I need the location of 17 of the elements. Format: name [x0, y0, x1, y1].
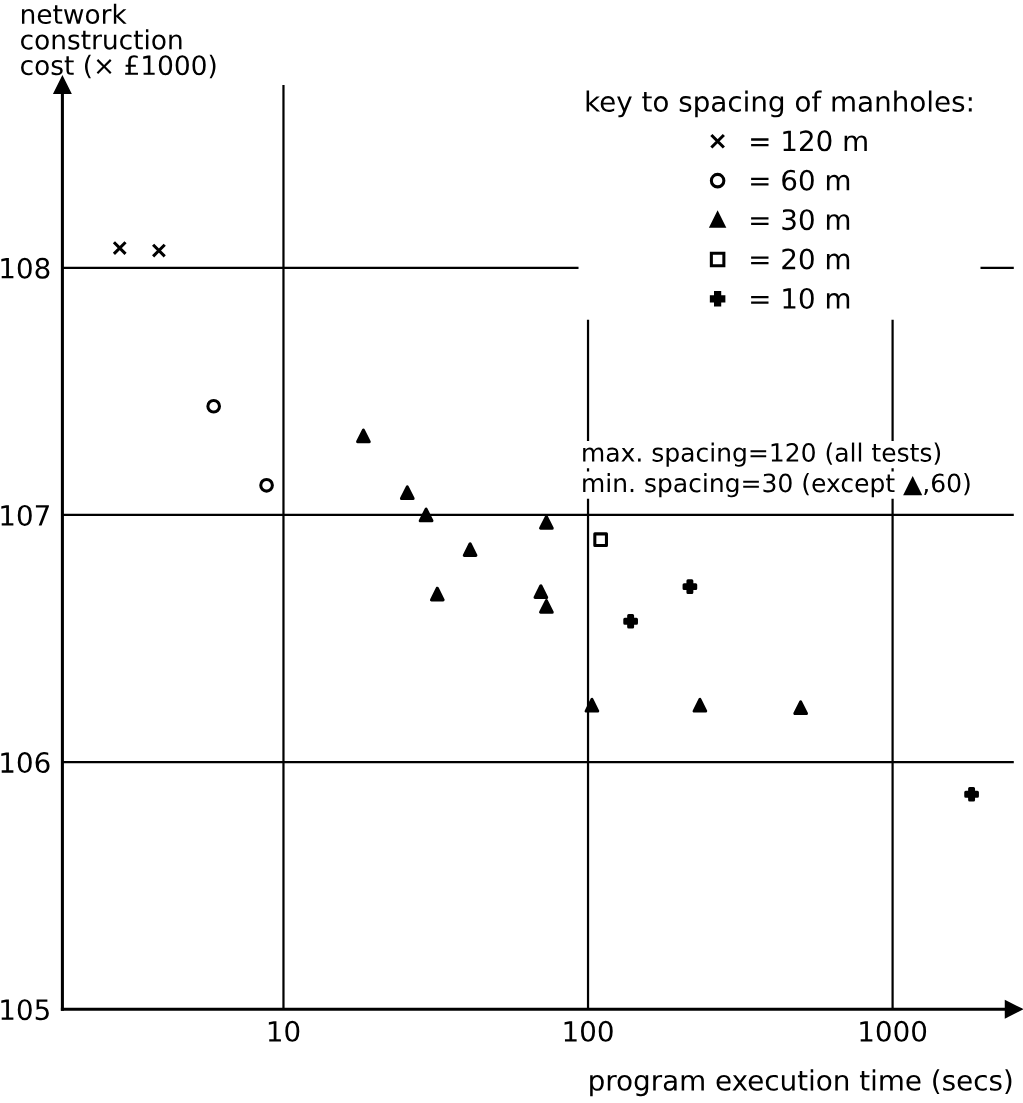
x-tick-label: 1000 — [860, 1020, 927, 1042]
legend-label: = 10 m — [751, 287, 850, 309]
legend-title: key to spacing of manholes: — [586, 90, 972, 118]
annotation: min. spacing=30 (except ▲,60) — [583, 473, 970, 498]
x-tick-label: 100 — [564, 1020, 613, 1042]
x-tick-label: 10 — [268, 1020, 300, 1042]
y-tick-label: 108 — [1, 257, 50, 279]
legend-label: = 20 m — [751, 248, 850, 270]
legend-label: = 60 m — [751, 169, 850, 191]
y-tick-label: 105 — [1, 999, 49, 1021]
legend-label: = 120 m — [751, 130, 867, 152]
y-tick-label: 107 — [1, 504, 49, 526]
y-axis-title: network construction cost (× £1000) — [21, 3, 216, 79]
x-axis-title: program execution time (secs) — [590, 1069, 1012, 1097]
y-tick-label: 106 — [1, 752, 50, 774]
annotation: max. spacing=120 (all tests) — [583, 442, 941, 467]
legend-label: = 30 m — [751, 209, 850, 231]
